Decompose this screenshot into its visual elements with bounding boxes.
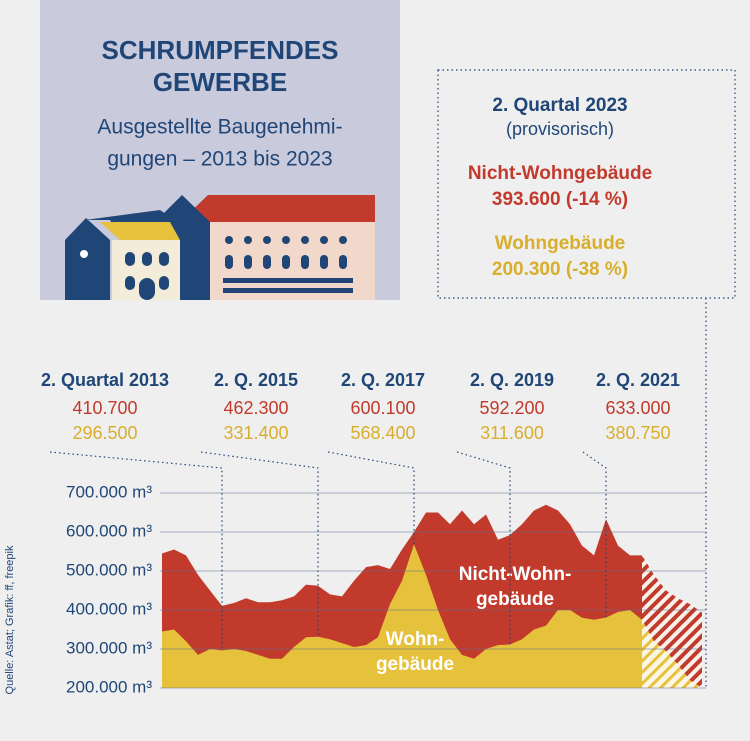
- callout-value: 462.300: [223, 398, 288, 418]
- box-value-label: 200.300 (-38 %): [492, 259, 628, 280]
- subtitle: Ausgestellte Baugenehmi-: [97, 116, 342, 139]
- callout-value: 633.000: [605, 398, 670, 418]
- area-label: gebäude: [476, 589, 554, 610]
- callout-label: 2. Quartal 2013: [41, 370, 169, 390]
- callout-value: 380.750: [605, 423, 670, 443]
- annotation-box: [437, 69, 736, 299]
- callout-leader: [200, 451, 319, 637]
- callout-value: 410.700: [72, 398, 137, 418]
- y-tick-label: 500.000 m³: [66, 560, 152, 579]
- building-illustration: [65, 195, 375, 300]
- callout-leader: [456, 451, 511, 645]
- callout-label: 2. Q. 2017: [341, 370, 425, 390]
- legend-label: Wohngebäude: [495, 233, 626, 254]
- box-note: (provisorisch): [506, 119, 614, 139]
- callout-value: 568.400: [350, 423, 415, 443]
- y-tick-label: 200.000 m³: [66, 677, 152, 696]
- y-tick-label: 400.000 m³: [66, 599, 152, 618]
- y-tick-label: 300.000 m³: [66, 638, 152, 657]
- callout-value: 600.100: [350, 398, 415, 418]
- area: [162, 544, 642, 688]
- callout-value: 311.600: [480, 423, 544, 443]
- y-tick-label: 700.000 m³: [66, 482, 152, 501]
- source: Quelle: Astat; Grafik: ff, freepik: [4, 545, 16, 694]
- area-provisional: [642, 619, 702, 688]
- y-tick-label: 600.000 m³: [66, 521, 152, 540]
- callout-label: 2. Q. 2015: [214, 370, 298, 390]
- area-label: Wohn-: [386, 629, 445, 650]
- callout-label: 2. Q. 2021: [596, 370, 680, 390]
- area-label: gebäude: [376, 654, 454, 675]
- callout-value: 296.500: [72, 423, 137, 443]
- area-label: Nicht-Wohn-: [459, 564, 572, 585]
- box-value-label: 393.600 (-14 %): [492, 189, 628, 210]
- callout-value: 331.400: [223, 423, 288, 443]
- chart-title: GEWERBE: [153, 67, 287, 97]
- callout-value: 592.200: [479, 398, 544, 418]
- chart-title: SCHRUMPFENDES: [102, 35, 339, 65]
- box-heading: 2. Quartal 2023: [492, 95, 627, 116]
- callout-leader: [582, 451, 607, 618]
- subtitle: gungen – 2013 bis 2023: [107, 148, 332, 171]
- callout-label: 2. Q. 2019: [470, 370, 554, 390]
- legend-label: Nicht-Wohngebäude: [468, 163, 652, 184]
